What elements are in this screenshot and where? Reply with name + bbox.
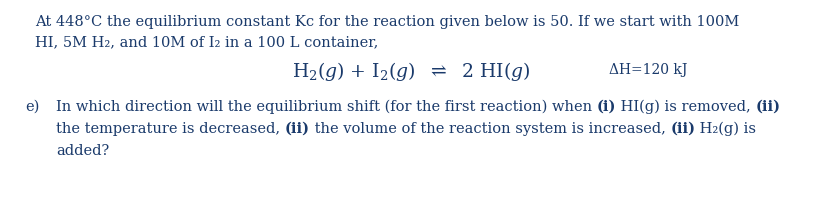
Text: H₂(g) is: H₂(g) is	[695, 121, 756, 136]
Text: (ii): (ii)	[285, 121, 309, 135]
Text: In which direction will the equilibrium shift (for the first reaction) when: In which direction will the equilibrium …	[56, 99, 597, 114]
Text: the temperature is decreased,: the temperature is decreased,	[56, 121, 285, 135]
Text: (i): (i)	[597, 99, 616, 114]
Text: ΔH=120 kJ: ΔH=120 kJ	[609, 63, 687, 77]
Text: HI, 5M H₂, and 10M of I₂ in a 100 L container,: HI, 5M H₂, and 10M of I₂ in a 100 L cont…	[35, 35, 379, 49]
Text: (ii): (ii)	[670, 121, 695, 135]
Text: H$_2$($g$) + I$_2$($g$)  $\rightleftharpoons$  2 HI($g$): H$_2$($g$) + I$_2$($g$) $\rightleftharpo…	[292, 60, 531, 83]
Text: HI(g) is removed,: HI(g) is removed,	[616, 99, 756, 114]
Text: the volume of the reaction system is increased,: the volume of the reaction system is inc…	[309, 121, 670, 135]
Text: added?: added?	[56, 143, 109, 157]
Text: (ii): (ii)	[756, 99, 780, 114]
Text: e): e)	[25, 99, 40, 114]
Text: At 448°C the equilibrium constant Kc for the reaction given below is 50. If we s: At 448°C the equilibrium constant Kc for…	[35, 15, 739, 29]
